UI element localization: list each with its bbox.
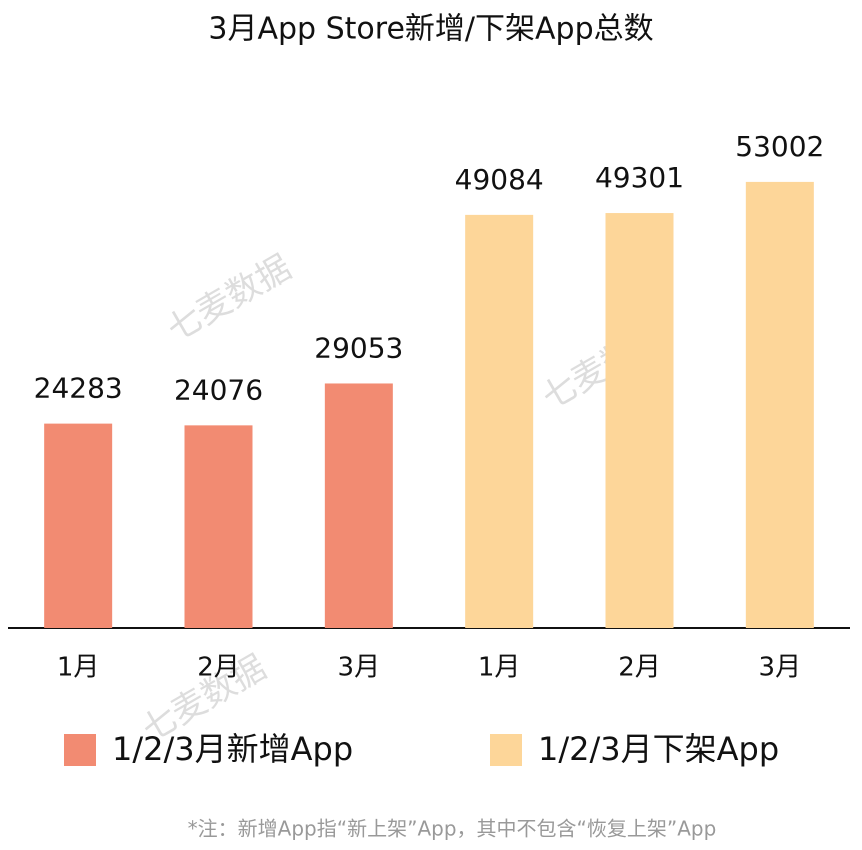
watermark: 七麦数据 — [160, 247, 298, 350]
x-tick-label: 3月 — [759, 653, 802, 683]
data-label: 49084 — [455, 163, 544, 196]
x-tick-label: 2月 — [618, 653, 661, 683]
bar — [745, 181, 814, 628]
bar — [605, 213, 674, 628]
data-label: 24076 — [174, 373, 263, 406]
data-label: 49301 — [595, 161, 684, 194]
footnote: *注：新增App指“新上架”App，其中不包含“恢复上架”App — [188, 817, 717, 841]
legend-label: 1/2/3月新增App — [112, 730, 353, 768]
legend-swatch — [64, 734, 96, 766]
data-label: 53002 — [735, 130, 824, 163]
bar — [324, 383, 393, 628]
bar — [184, 425, 253, 628]
legend-label: 1/2/3月下架App — [538, 730, 779, 768]
data-label: 24283 — [34, 372, 123, 405]
legend-swatch — [490, 734, 522, 766]
x-tick-label: 2月 — [197, 653, 240, 683]
x-tick-label: 1月 — [57, 653, 100, 683]
x-tick-label: 1月 — [478, 653, 521, 683]
x-tick-label: 3月 — [338, 653, 381, 683]
bar — [44, 423, 113, 628]
bar — [465, 214, 534, 628]
data-label: 29053 — [314, 331, 403, 364]
chart-title: 3月App Store新增/下架App总数 — [208, 12, 653, 47]
